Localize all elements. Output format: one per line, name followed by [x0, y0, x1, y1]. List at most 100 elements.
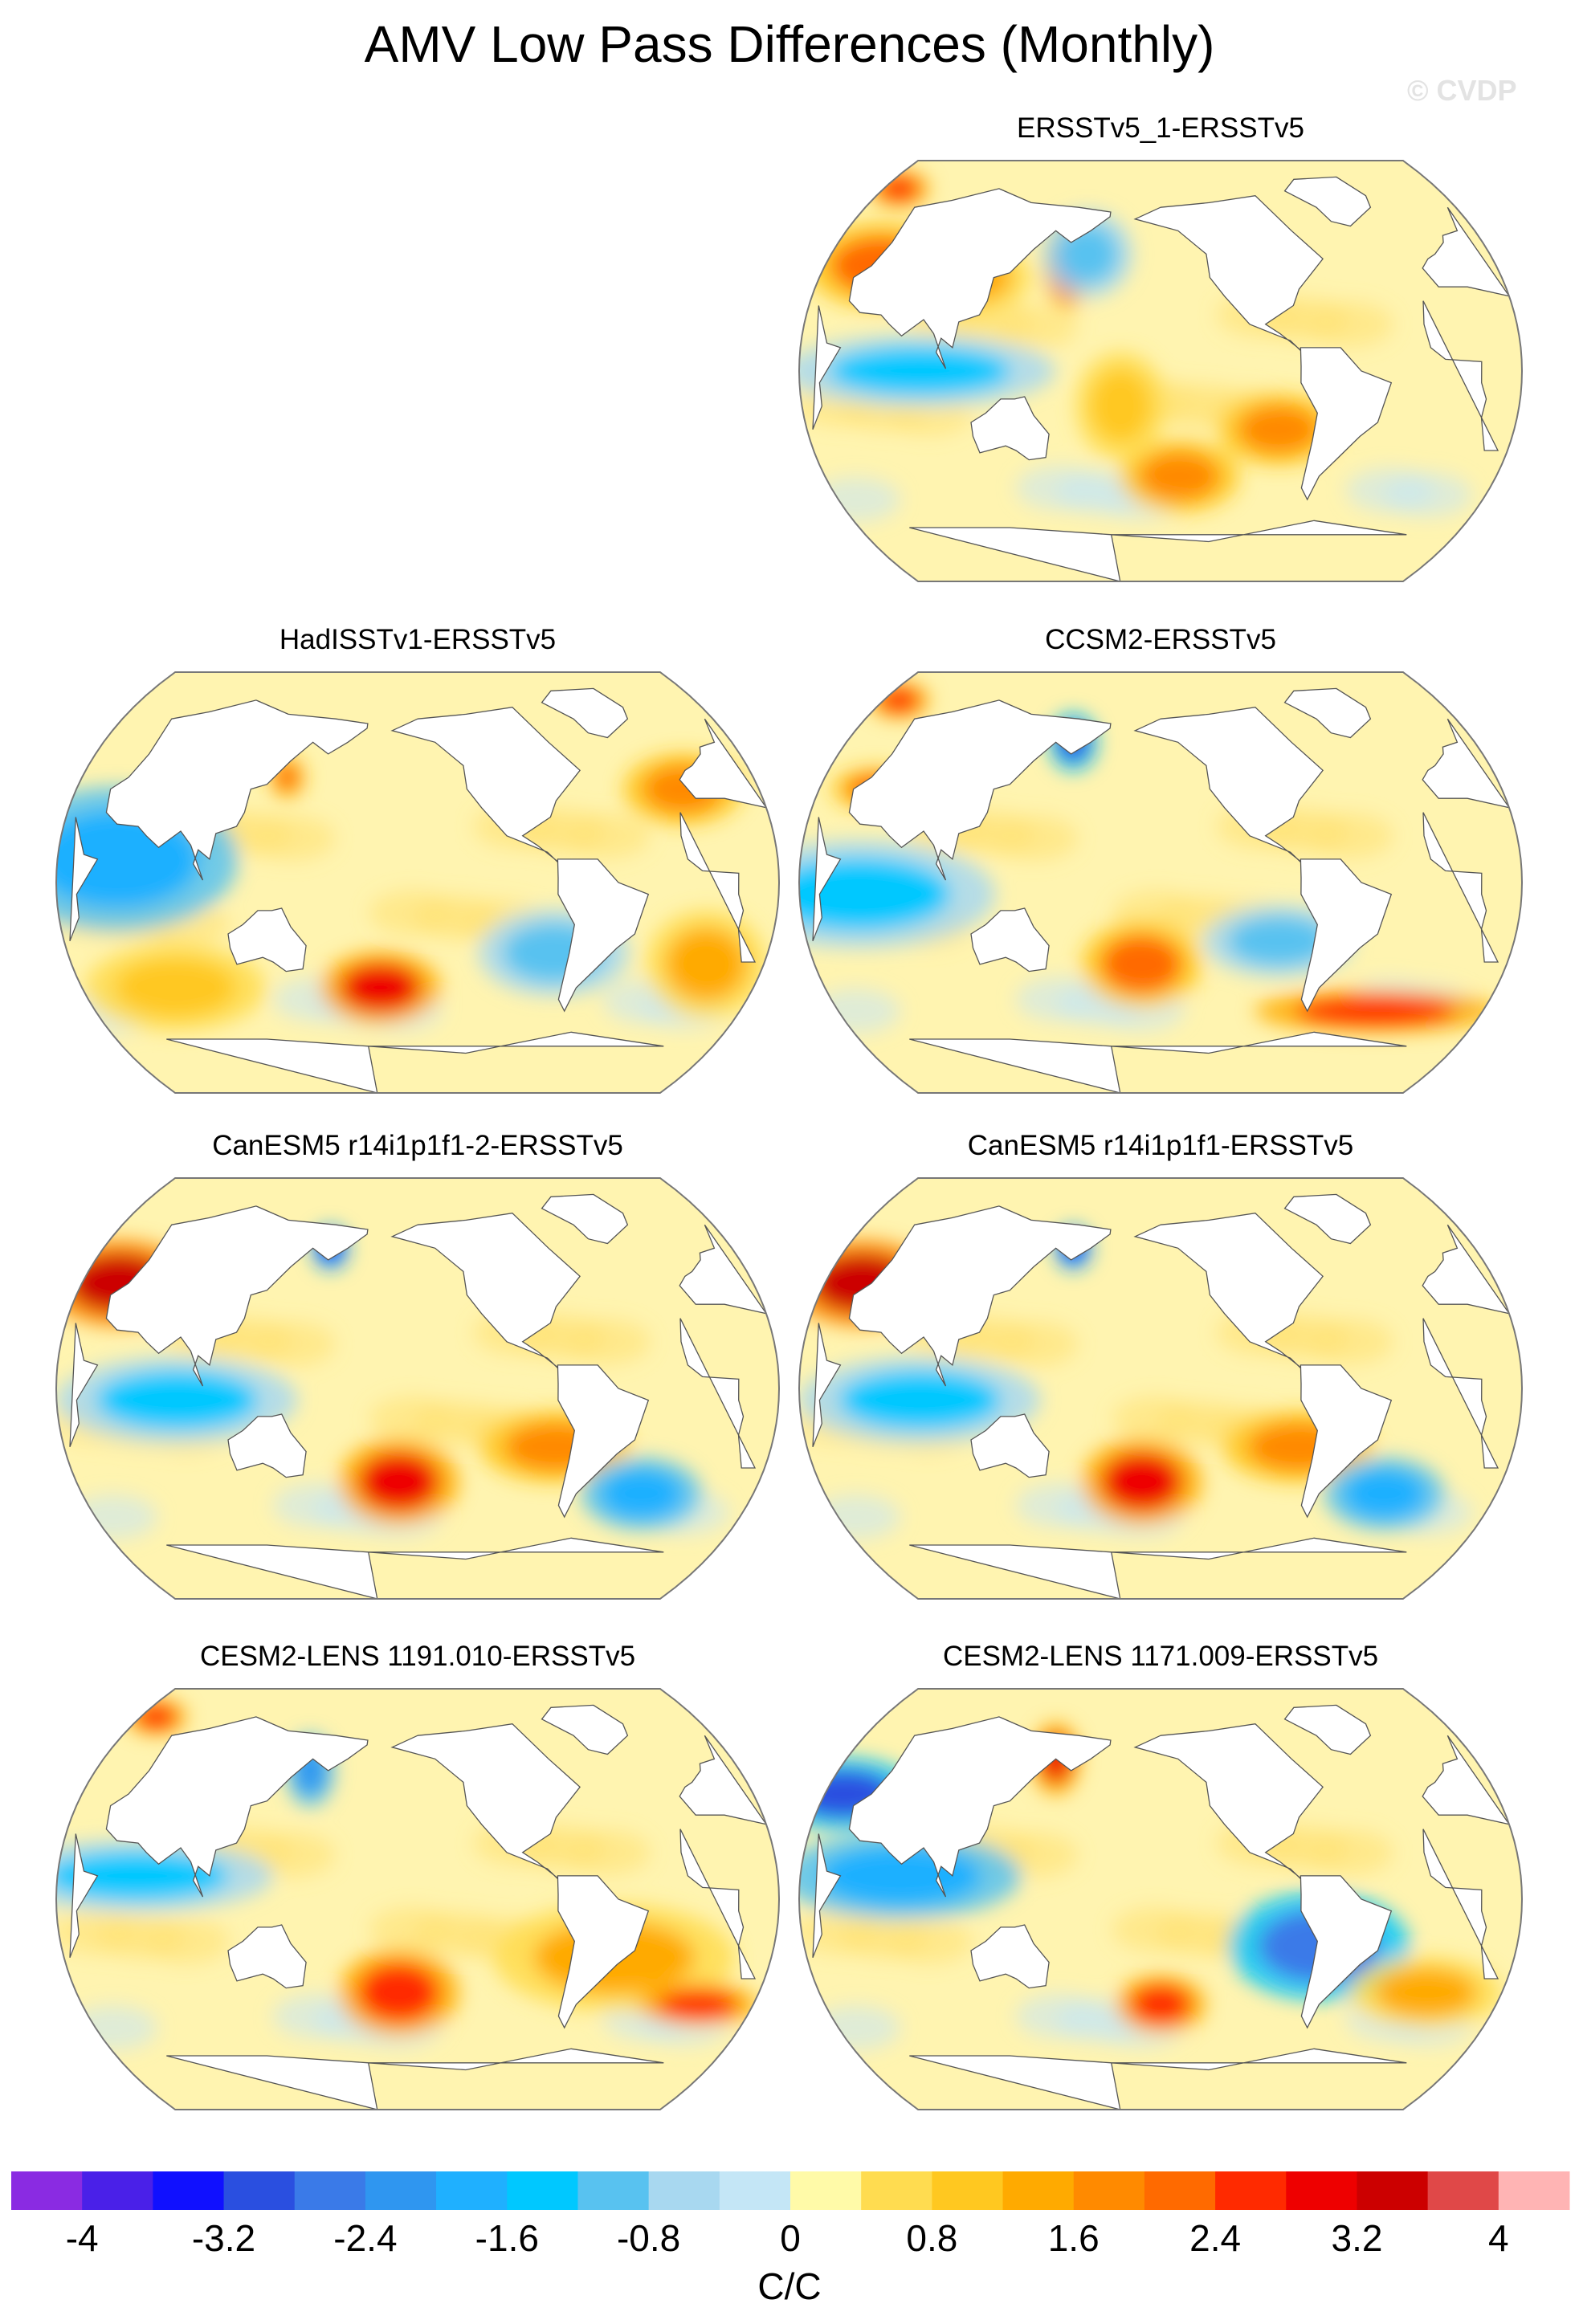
land-antarctica	[166, 1537, 664, 1599]
colorbar-box-11	[790, 2171, 862, 2210]
land-americas-south	[1300, 858, 1393, 1013]
anomaly-core-2	[340, 964, 421, 1012]
land-greenland	[1283, 687, 1372, 739]
background-anomaly	[1112, 1906, 1202, 1952]
land-africa-europe	[69, 1224, 768, 1469]
land-greenland	[541, 687, 629, 739]
panel-title-2: CCSM2-ERSSTv5	[1045, 624, 1276, 655]
map-border	[798, 1177, 1524, 1600]
colorbar-box-9	[648, 2171, 720, 2210]
land-australia	[227, 1413, 307, 1478]
land-americas-south	[557, 1364, 650, 1519]
anomaly-core-7	[1090, 369, 1151, 442]
colorbar-box-5	[365, 2171, 437, 2210]
colorbar-box-14	[1002, 2171, 1075, 2210]
land-africa-europe	[812, 1224, 1511, 1469]
background-anomaly	[812, 989, 901, 1034]
land-africa-europe	[812, 718, 1511, 963]
colorbar-box-10	[719, 2171, 791, 2210]
colorbar-tick-label: 0.8	[906, 2217, 958, 2259]
background-anomaly	[369, 890, 459, 936]
colorbar-tick-label: 2.4	[1189, 2217, 1242, 2259]
land-americas-south	[557, 1875, 650, 2029]
background-anomaly	[369, 1396, 459, 1441]
colorbar-box-8	[577, 2171, 650, 2210]
colorbar-box-17	[1215, 2171, 1287, 2210]
map-border	[798, 671, 1524, 1094]
colorbar-box-15	[1073, 2171, 1145, 2210]
land-greenland	[541, 1193, 629, 1245]
land-antarctica	[166, 2048, 664, 2110]
map-panel-6	[798, 1688, 1524, 2110]
colorbar-box-12	[861, 2171, 932, 2210]
land-antarctica	[909, 1537, 1407, 1599]
land-americas-south	[1300, 1875, 1393, 2029]
land-africa-europe	[69, 1735, 768, 1979]
anomaly-core-1	[115, 959, 236, 1017]
colorbar-box-3	[223, 2171, 296, 2210]
panel-title-4: CanESM5 r14i1p1f1-ERSSTv5	[967, 1130, 1354, 1161]
anomaly-core-3	[1130, 1985, 1191, 2024]
anomaly-core-3	[358, 1453, 439, 1511]
background-anomaly	[1112, 1396, 1202, 1441]
panel-title-3: CanESM5 r14i1p1f1-2-ERSSTv5	[212, 1130, 623, 1161]
background-anomaly	[1015, 465, 1104, 511]
land-greenland	[541, 1704, 629, 1755]
background-anomaly	[69, 2005, 158, 2051]
land-greenland	[1283, 1704, 1372, 1755]
colorbar-tick-label: -3.2	[191, 2217, 256, 2259]
background-anomaly	[812, 477, 901, 523]
land-americas-south	[557, 858, 650, 1013]
anomaly-core-5	[136, 1704, 177, 1729]
land-antarctica	[909, 520, 1407, 581]
land-australia	[970, 1413, 1050, 1478]
anomaly-core-4	[829, 347, 1010, 395]
land-greenland	[1283, 1193, 1372, 1245]
anomaly-core-6	[879, 687, 920, 712]
map-border	[55, 1688, 781, 2110]
anomaly-core-5	[601, 1470, 682, 1518]
colorbar-tick-label: 0	[780, 2217, 801, 2259]
land-australia	[227, 907, 307, 972]
anomaly-core-0	[799, 858, 950, 931]
map-panel-2	[798, 671, 1524, 1094]
colorbar-tick-label: -1.6	[475, 2217, 539, 2259]
background-anomaly	[272, 1993, 361, 2039]
map-panel-5	[55, 1688, 781, 2110]
land-africa-europe	[812, 206, 1511, 451]
land-americas-south	[1300, 347, 1393, 501]
anomaly-core-6	[1139, 452, 1220, 500]
colorbar-units: C/C	[757, 2265, 822, 2307]
background-anomaly	[1015, 1482, 1104, 1528]
panel-title-6: CESM2-LENS 1171.009-ERSSTv5	[942, 1641, 1379, 1672]
land-asia	[105, 699, 369, 881]
map-panel-1	[55, 671, 781, 1094]
colorbar-box-20	[1427, 2171, 1499, 2210]
colorbar-tick-label: -4	[65, 2217, 99, 2259]
colorbar-box-13	[932, 2171, 1004, 2210]
map-panel-4	[798, 1177, 1524, 1600]
background-anomaly	[1015, 1993, 1104, 2039]
colorbar-box-7	[507, 2171, 578, 2210]
anomaly-core-4	[1101, 935, 1182, 993]
land-africa-europe	[812, 1735, 1511, 1979]
anomaly-core-5	[1228, 916, 1329, 965]
anomaly-core-6	[666, 928, 747, 1001]
anomaly-core-2	[358, 1963, 439, 2022]
anomaly-core-1	[96, 1371, 258, 1429]
anomaly-core-8	[879, 176, 920, 201]
colorbar-tick-labels: -4 -3.2 -2.4 -1.6 -0.8 0 0.8 1.6 2.4 3.2 4	[11, 2216, 1569, 2265]
land-antarctica	[909, 2048, 1407, 2110]
anomaly-core-3	[1295, 997, 1456, 1026]
map-panel-0	[798, 160, 1524, 582]
background-anomaly	[369, 1906, 459, 1952]
figure-title: AMV Low Pass Differences (Monthly)	[364, 15, 1215, 73]
land-asia	[848, 699, 1112, 881]
land-americas-south	[1300, 1364, 1393, 1519]
map-panel-3	[55, 1177, 781, 1600]
colorbar-box-18	[1286, 2171, 1357, 2210]
map-border	[798, 160, 1524, 582]
anomaly-core-5	[1344, 1470, 1425, 1518]
colorbar-box-6	[436, 2171, 508, 2210]
colorbar-box-4	[294, 2171, 366, 2210]
